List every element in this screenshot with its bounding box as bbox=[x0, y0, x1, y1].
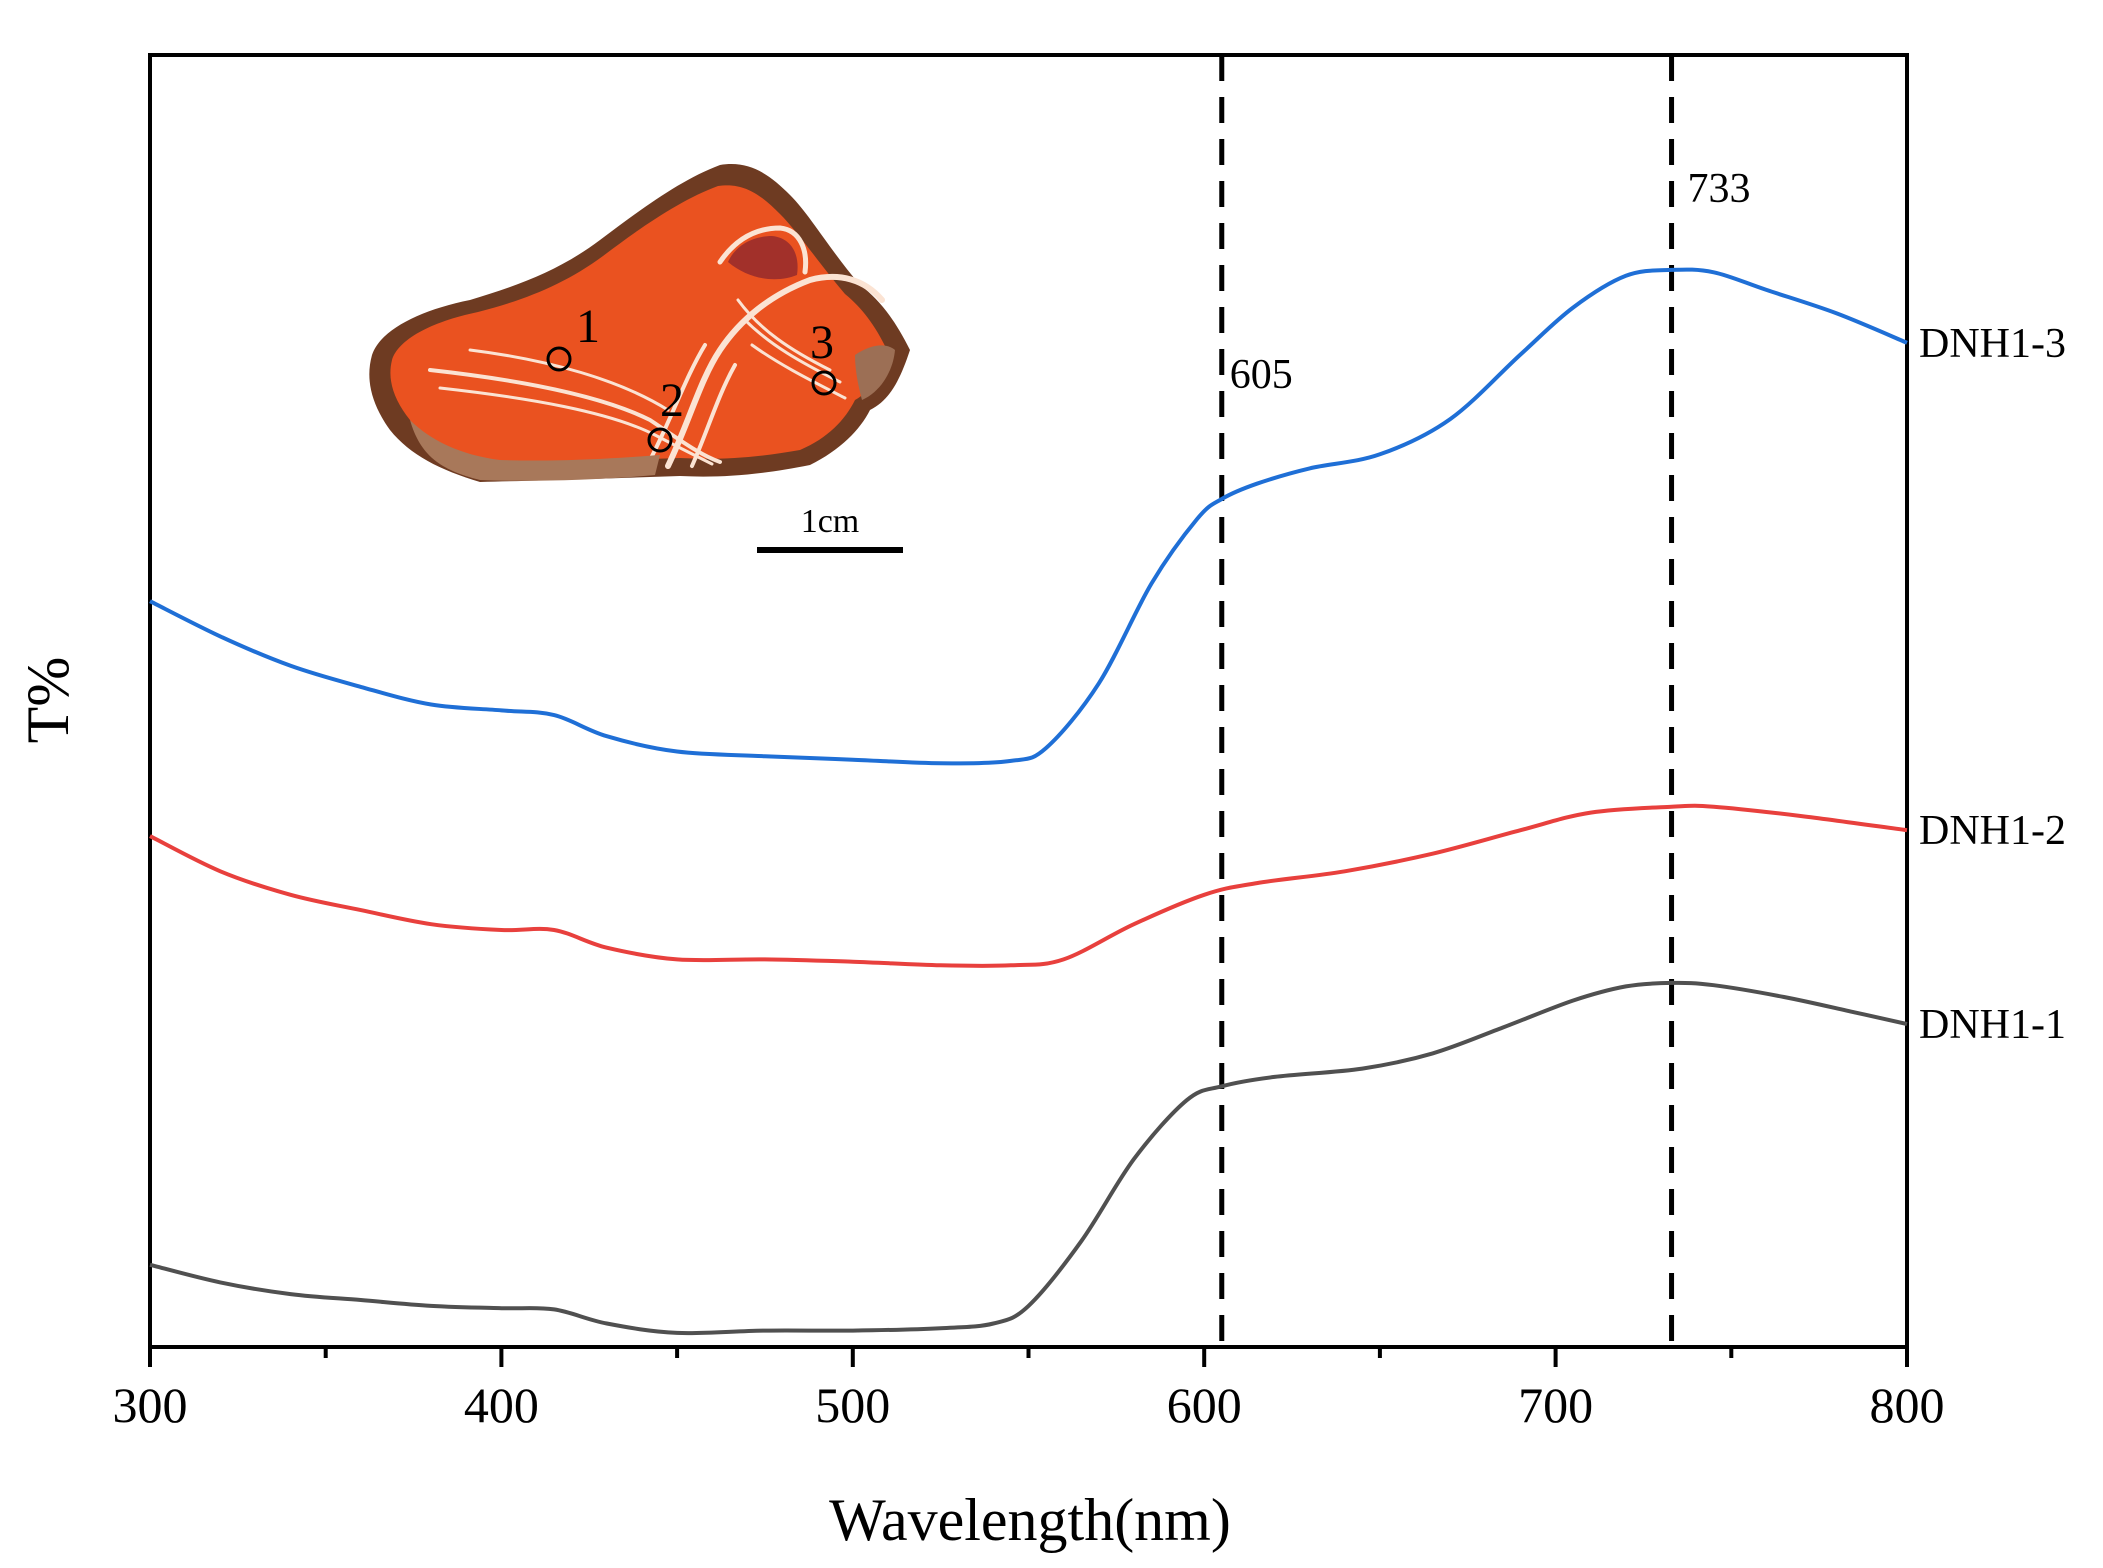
x-tick-label-400: 400 bbox=[464, 1377, 539, 1433]
agate-right-quartz bbox=[855, 345, 895, 400]
series-line-DNH1-1 bbox=[149, 980, 1908, 1336]
x-tick-label-700: 700 bbox=[1518, 1377, 1593, 1433]
series-label-DNH1-2: DNH1-2 bbox=[1919, 808, 2066, 854]
x-tick-label-800: 800 bbox=[1870, 1377, 1945, 1433]
agate-sample-photo: 1 2 3 1cm bbox=[369, 164, 910, 553]
agate-bands bbox=[428, 225, 885, 469]
series-line-DNH1-2 bbox=[149, 803, 1908, 968]
sample-point-1 bbox=[546, 346, 572, 372]
y-axis-title: T% bbox=[15, 657, 81, 744]
reference-label-605: 605 bbox=[1230, 352, 1293, 398]
sample-point-3 bbox=[811, 370, 837, 396]
agate-cavity bbox=[728, 236, 798, 280]
sample-point-2 bbox=[647, 427, 673, 453]
series-label-DNH1-1: DNH1-1 bbox=[1919, 1002, 2066, 1048]
sample-label-3: 3 bbox=[810, 316, 834, 369]
scale-bar-label: 1cm bbox=[801, 503, 860, 540]
series-label-DNH1-3: DNH1-3 bbox=[1919, 321, 2066, 367]
x-tick-label-500: 500 bbox=[815, 1377, 890, 1433]
x-axis-title: Wavelength(nm) bbox=[829, 1487, 1231, 1553]
sample-label-2: 2 bbox=[660, 374, 684, 427]
x-tick-label-600: 600 bbox=[1167, 1377, 1242, 1433]
agate-base-quartz bbox=[410, 420, 660, 481]
series-line-DNH1-3 bbox=[149, 267, 1908, 766]
x-tick-label-300: 300 bbox=[113, 1377, 188, 1433]
sample-label-1: 1 bbox=[576, 300, 600, 353]
reference-label-733: 733 bbox=[1688, 166, 1751, 212]
